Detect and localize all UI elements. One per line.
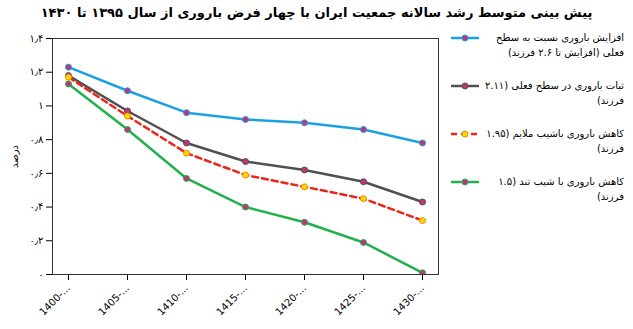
svg-text:1425-...: 1425-... bbox=[332, 282, 367, 317]
svg-text:۰٫۲: ۰٫۲ bbox=[30, 235, 44, 246]
svg-text:۱: ۱ bbox=[38, 100, 43, 111]
svg-text:1410-...: 1410-... bbox=[155, 282, 190, 317]
html-text:ثبات باروری در سطح فعلی (۲.۱۱: ثبات باروری در سطح فعلی (۲.۱۱ فرزند) bbox=[484, 80, 624, 106]
svg-text:1415-...: 1415-... bbox=[214, 282, 249, 317]
svg-text:۰: ۰ bbox=[38, 269, 43, 280]
svg-text:۰٫۴: ۰٫۴ bbox=[30, 201, 44, 212]
html-text:کاهش باروری با شیب تند (۱.۵ فر: کاهش باروری با شیب تند (۱.۵ فرزند) bbox=[498, 176, 624, 202]
html-text:کاهش باروری باشیب ملایم (۱.۹۵: کاهش باروری باشیب ملایم (۱.۹۵ فرزند) bbox=[486, 128, 624, 154]
svg-text:1430-...: 1430-... bbox=[391, 282, 426, 317]
svg-text:۱٫۲: ۱٫۲ bbox=[30, 66, 44, 77]
svg-text:۰٫۶: ۰٫۶ bbox=[30, 168, 44, 179]
svg-text:1420-...: 1420-... bbox=[273, 282, 308, 317]
svg-text:۰٫۸: ۰٫۸ bbox=[30, 134, 45, 145]
svg-text:درصد: درصد bbox=[9, 145, 20, 168]
html-text:افزایش باروری نسبت به سطح فعلی: افزایش باروری نسبت به سطح فعلی (افزایش ت… bbox=[496, 32, 624, 58]
svg-text:1400-...: 1400-... bbox=[37, 282, 72, 317]
svg-text:۱٫۴: ۱٫۴ bbox=[30, 33, 44, 44]
html-text:پیش بینی متوسط رشد سالانه جمعی: پیش بینی متوسط رشد سالانه جمعیت ایران با… bbox=[40, 5, 593, 20]
svg-text:1405-...: 1405-... bbox=[96, 282, 131, 317]
